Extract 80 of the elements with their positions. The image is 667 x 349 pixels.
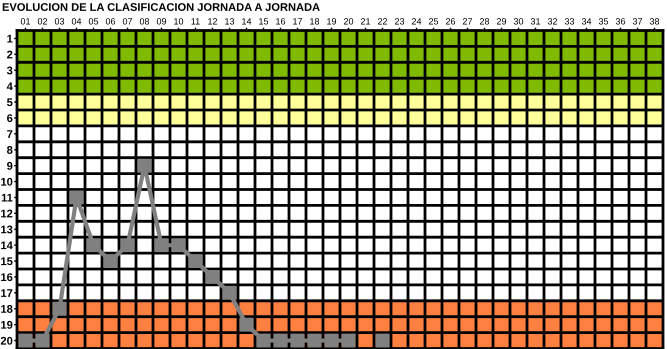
point [256, 334, 270, 348]
x-tick-label: 24 [412, 18, 422, 24]
x-tick-label: 21 [360, 18, 370, 24]
y-tick-label: 3 [6, 66, 12, 74]
point [120, 238, 134, 252]
y-tick-label: 11 [2, 194, 13, 202]
point [274, 334, 288, 348]
point [376, 334, 390, 348]
point [172, 238, 186, 252]
x-tick-label: 04 [72, 18, 82, 25]
y-tick-label: 5 [6, 98, 13, 106]
y-tick-label: 20 [0, 336, 12, 345]
x-tick-label: 17 [293, 18, 302, 24]
point [138, 158, 152, 173]
x-tick-label: 19 [327, 18, 336, 25]
x-tick-label: 25 [428, 18, 438, 25]
x-tick-label: 09 [156, 18, 166, 25]
y-tick-label: 6 [7, 114, 12, 122]
x-tick-label: 11 [192, 18, 200, 24]
chart-title: EVOLUCION DE LA CLASIFICACION JORNADA A JORNADA [2, 3, 320, 11]
y-tick-label: 8 [7, 146, 12, 154]
x-tick-label: 16 [276, 18, 286, 25]
x-tick-label: 12 [208, 18, 218, 24]
point [342, 334, 356, 348]
point [206, 270, 220, 284]
x-tick-label: 20 [344, 18, 354, 25]
y-tick-label: 13 [1, 226, 12, 234]
y-tick-label: 18 [1, 305, 12, 313]
y-tick-label: 9 [7, 162, 12, 170]
x-tick-label: 27 [462, 18, 472, 24]
x-tick-label: 02 [38, 18, 48, 25]
point [86, 238, 100, 252]
x-tick-label: 29 [496, 18, 506, 25]
x-tick-label: 10 [174, 18, 184, 25]
y-tick-label: 14 [1, 242, 13, 250]
y-tick-label: 7 [7, 130, 12, 138]
point [188, 254, 202, 268]
x-tick-label: 05 [88, 18, 98, 25]
point [290, 334, 304, 348]
x-tick-label: 03 [54, 18, 64, 25]
point [222, 286, 236, 300]
y-tick-label: 4 [6, 82, 13, 90]
x-tick-label: 32 [548, 18, 558, 25]
point [308, 334, 322, 348]
x-tick-label: 34 [582, 18, 592, 25]
point [18, 334, 32, 348]
x-tick-label: 22 [378, 18, 388, 24]
x-tick-label: 18 [310, 18, 320, 25]
point [52, 302, 66, 316]
x-tick-label: 06 [106, 18, 116, 25]
point [104, 254, 118, 268]
y-tick-label: 12 [1, 210, 12, 218]
x-tick-label: 14 [242, 18, 252, 24]
y-tick-label: 19 [1, 320, 12, 329]
x-tick-label: 08 [140, 18, 150, 25]
point [70, 190, 84, 204]
x-tick-label: 36 [616, 18, 626, 25]
x-tick-label: 38 [650, 18, 660, 25]
point [240, 318, 254, 332]
x-tick-label: 35 [598, 18, 608, 25]
x-tick-label: 28 [480, 18, 490, 25]
x-tick-label: 15 [259, 18, 268, 25]
x-tick-label: 23 [394, 18, 404, 25]
y-tick-label: 10 [1, 178, 12, 186]
x-tick-label: 30 [514, 18, 524, 25]
point [36, 334, 50, 348]
x-tick-label: 33 [564, 18, 574, 25]
y-tick-label: 2 [7, 50, 12, 58]
x-tick-label: 31 [530, 18, 540, 25]
x-tick-label: 13 [225, 18, 234, 25]
point [324, 334, 338, 348]
y-tick-label: 17 [1, 289, 12, 297]
y-tick-label: 16 [1, 273, 12, 282]
y-tick-label: 1 [7, 34, 13, 42]
y-tick-label: 15 [1, 257, 13, 266]
x-tick-label: 07 [122, 18, 132, 25]
x-tick-label: 26 [446, 18, 456, 25]
x-tick-label: 01 [20, 18, 30, 25]
x-tick-label: 37 [632, 18, 642, 25]
point [154, 238, 168, 252]
